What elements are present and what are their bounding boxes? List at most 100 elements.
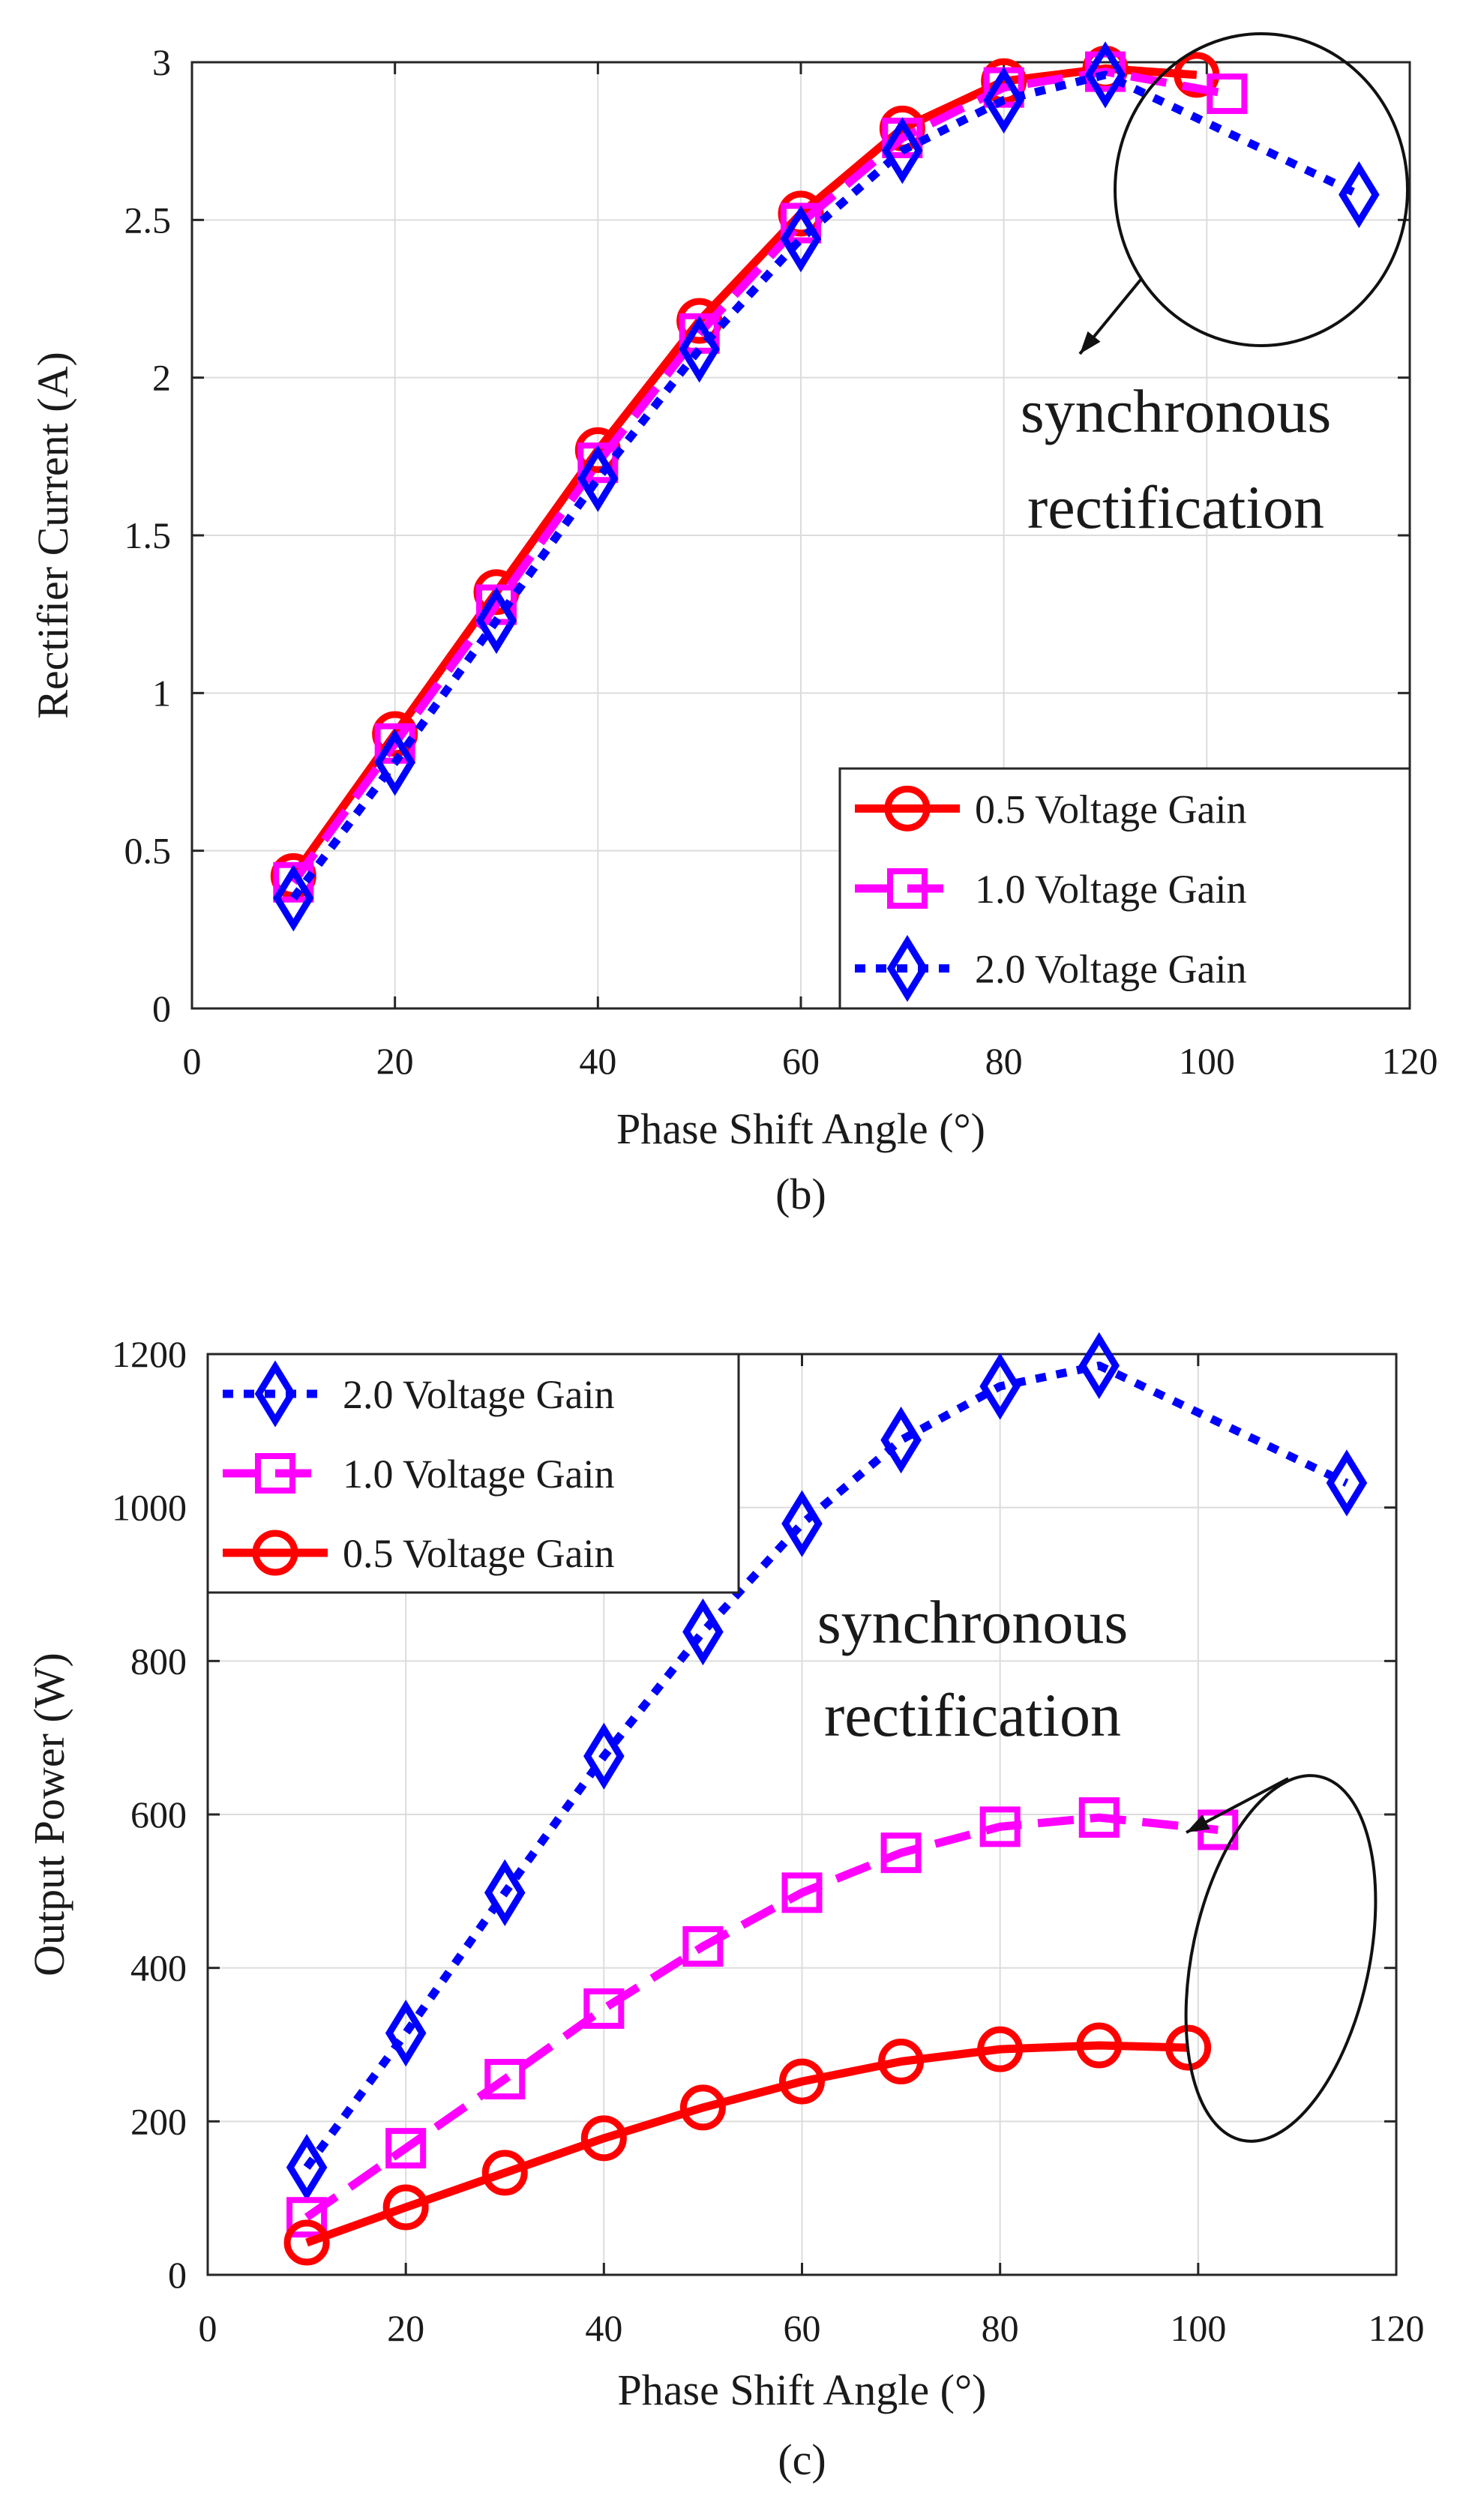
series-2-0-voltage-gain bbox=[286, 1332, 1368, 2201]
data-point bbox=[780, 205, 822, 273]
data-point bbox=[286, 2134, 328, 2201]
data-point bbox=[878, 2039, 925, 2085]
y-tick-label: 1200 bbox=[112, 1333, 187, 1375]
annotation-text: synchronous bbox=[817, 1588, 1129, 1656]
series-line bbox=[289, 64, 1198, 879]
x-tick-label: 40 bbox=[579, 1040, 616, 1082]
data-point bbox=[682, 1926, 724, 1967]
x-tick-label: 60 bbox=[784, 2307, 821, 2349]
data-point bbox=[283, 2219, 330, 2266]
data-point bbox=[1326, 1449, 1368, 1517]
data-point bbox=[382, 2184, 429, 2231]
x-tick-label: 60 bbox=[782, 1040, 820, 1082]
data-point bbox=[1078, 1797, 1120, 1838]
x-axis-label: Phase Shift Angle (°) bbox=[616, 1104, 985, 1153]
data-point bbox=[977, 2026, 1024, 2072]
data-point bbox=[781, 1872, 823, 1913]
series-line bbox=[289, 67, 1228, 885]
x-tick-label: 100 bbox=[1170, 2307, 1226, 2349]
legend-label: 0.5 Voltage Gain bbox=[975, 787, 1246, 832]
data-point bbox=[475, 586, 517, 655]
figure-caption: (c) bbox=[778, 2435, 826, 2484]
data-point bbox=[481, 2150, 528, 2196]
legend-label: 1.0 Voltage Gain bbox=[343, 1452, 614, 1497]
y-axis-label: Output Power (W) bbox=[25, 1653, 73, 1976]
x-tick-label: 120 bbox=[1382, 1040, 1438, 1082]
legend-marker bbox=[255, 1453, 295, 1494]
data-point bbox=[979, 1353, 1021, 1420]
series-0-5-voltage-gain bbox=[283, 2022, 1212, 2266]
axis-ticks: 0 20 40 60 80 100 120 0 0.5 1 1.5 2 2.5 3 bbox=[124, 41, 1438, 1082]
annotation-text: synchronous bbox=[1021, 377, 1332, 445]
annotation-ellipse bbox=[1114, 32, 1409, 347]
y-tick-label: 1000 bbox=[112, 1487, 187, 1529]
data-point bbox=[882, 117, 923, 184]
data-point bbox=[374, 729, 415, 796]
figure-caption: (b) bbox=[775, 1170, 826, 1218]
series-line bbox=[304, 1813, 1219, 2221]
data-point bbox=[1084, 41, 1126, 109]
data-point bbox=[779, 2058, 825, 2105]
legend-marker bbox=[254, 1360, 296, 1428]
y-axis-label: Rectifier Current (A) bbox=[28, 352, 77, 719]
x-tick-label: 0 bbox=[199, 2307, 217, 2349]
legend-marker bbox=[887, 868, 928, 909]
data-point bbox=[1165, 2024, 1212, 2071]
data-point bbox=[682, 1598, 724, 1666]
x-tick-label: 80 bbox=[982, 2307, 1019, 2349]
annotation-text: rectification bbox=[1027, 473, 1324, 541]
data-point bbox=[679, 2084, 726, 2131]
legend-marker bbox=[884, 785, 931, 832]
data-point bbox=[1076, 2022, 1123, 2069]
data-point bbox=[979, 1806, 1021, 1847]
data-point bbox=[880, 1406, 922, 1474]
y-tick-label: 800 bbox=[130, 1640, 187, 1682]
x-tick-label: 120 bbox=[1369, 2307, 1425, 2349]
data-series bbox=[270, 41, 1380, 932]
y-tick-label: 0 bbox=[168, 2254, 187, 2296]
y-tick-label: 1 bbox=[152, 672, 171, 714]
data-point bbox=[880, 1832, 922, 1874]
chart-b-rectifier-current: 0 20 40 60 80 100 120 0 0.5 1 1.5 2 2.5 3 Phase Shift … bbox=[28, 32, 1438, 1218]
x-tick-label: 80 bbox=[985, 1040, 1023, 1082]
data-point bbox=[577, 445, 619, 512]
chart-c-output-power: 0 20 40 60 80 100 120020040060080010001200Phas… bbox=[25, 1332, 1425, 2484]
x-axis-label: Phase Shift Angle (°) bbox=[618, 2366, 987, 2414]
legend-marker bbox=[252, 1530, 298, 1576]
data-point bbox=[286, 2197, 328, 2238]
data-series bbox=[283, 1332, 1368, 2266]
legend-label: 2.0 Voltage Gain bbox=[343, 1372, 614, 1417]
x-tick-label: 0 bbox=[183, 1040, 202, 1082]
data-point bbox=[1078, 1332, 1120, 1399]
legend-marker bbox=[886, 935, 928, 1002]
series-line bbox=[289, 70, 1361, 901]
y-tick-label: 400 bbox=[130, 1947, 187, 1989]
y-tick-label: 0 bbox=[152, 987, 171, 1029]
data-point bbox=[580, 2115, 627, 2162]
y-tick-label: 2.5 bbox=[124, 199, 172, 241]
annotation-arrowhead bbox=[1080, 331, 1101, 354]
data-point bbox=[385, 2128, 427, 2169]
legend-label: 1.0 Voltage Gain bbox=[975, 867, 1246, 912]
x-tick-label: 40 bbox=[585, 2307, 622, 2349]
x-tick-label: 20 bbox=[387, 2307, 424, 2349]
data-point bbox=[1207, 73, 1248, 115]
legend-label: 2.0 Voltage Gain bbox=[975, 947, 1246, 992]
data-point bbox=[583, 1988, 625, 2029]
data-point bbox=[484, 1859, 526, 1927]
y-tick-label: 1.5 bbox=[124, 514, 172, 556]
data-point bbox=[781, 1490, 823, 1557]
series-2-0-voltage-gain bbox=[273, 41, 1380, 932]
x-tick-label: 20 bbox=[376, 1040, 414, 1082]
data-point bbox=[983, 66, 1024, 134]
data-point bbox=[1339, 161, 1380, 229]
gridlines bbox=[192, 62, 1410, 1008]
annotation-ellipse bbox=[1184, 1774, 1378, 2143]
data-point bbox=[583, 1722, 625, 1790]
y-tick-label: 200 bbox=[130, 2100, 187, 2142]
y-tick-label: 600 bbox=[130, 1793, 187, 1835]
series-line bbox=[303, 1361, 1349, 2170]
data-point bbox=[679, 316, 720, 383]
